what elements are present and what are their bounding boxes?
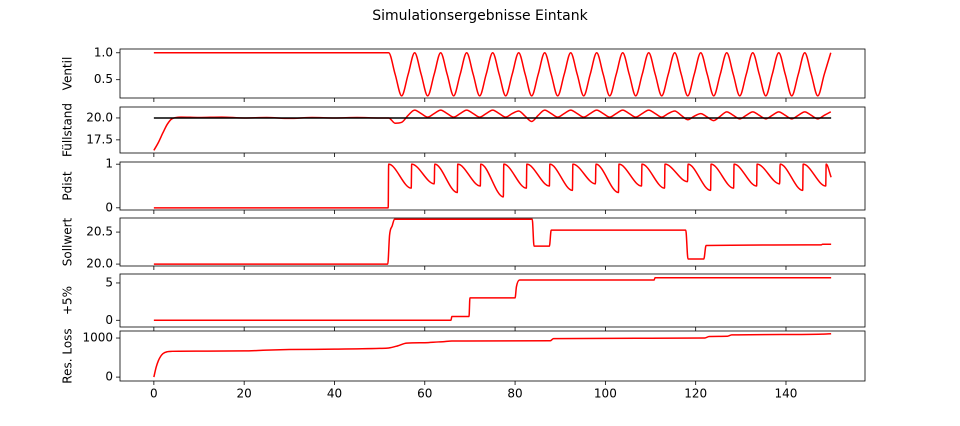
x-tick-label: 40 [327,387,342,401]
axes-frame [119,106,866,154]
y-axis-label: Ventil [61,57,75,91]
y-tick-label: 0 [105,200,113,214]
axes-frame [119,161,866,211]
y-axis-label: Res. Loss [61,328,75,383]
y-axis-label: Pdist [61,171,75,200]
y-tick-label: 1 [105,157,113,171]
x-tick-label: 100 [594,387,617,401]
data-line [153,332,832,378]
data-line [153,218,832,265]
y-axis-label: +5% [61,286,75,315]
x-tick-label: 140 [775,387,798,401]
y-tick-label: 1000 [82,331,113,345]
axes-frame [119,273,866,328]
y-tick-label: 20.0 [86,257,113,271]
x-tick-label: 120 [684,387,707,401]
y-tick-label: 20.5 [86,225,113,239]
data-line [153,52,832,97]
data-line [153,109,832,151]
y-tick-label: 5 [105,275,113,289]
y-tick-label: 0.5 [94,72,113,86]
data-line [153,276,832,322]
x-tick-label: 0 [150,387,158,401]
axes-frame [119,217,866,267]
figure-title: Simulationsergebnisse Eintank [372,8,588,24]
x-tick-label: 80 [507,387,522,401]
y-axis-label: Füllstand [61,103,75,157]
y-tick-label: 0 [105,370,113,384]
y-tick-label: 1.0 [94,45,113,59]
x-tick-label: 60 [417,387,432,401]
data-line [153,163,832,209]
axes-frame [119,48,866,99]
axes-frame [119,330,866,382]
y-axis-label: Sollwert [61,217,75,266]
y-tick-label: 17.5 [86,132,113,146]
y-tick-label: 0 [105,313,113,327]
x-tick-label: 20 [237,387,252,401]
y-tick-label: 20.0 [86,110,113,124]
